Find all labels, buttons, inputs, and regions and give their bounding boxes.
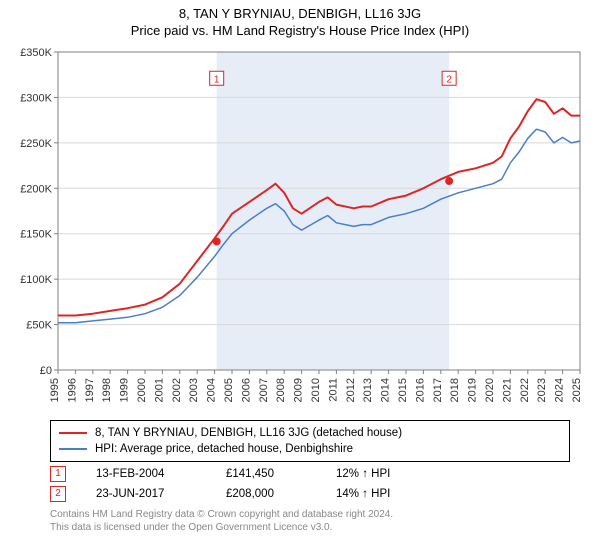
svg-text:1997: 1997 [84,378,96,402]
svg-text:1996: 1996 [66,378,78,402]
svg-text:2017: 2017 [432,378,444,402]
svg-text:2016: 2016 [414,378,426,402]
sale-date: 23-JUN-2017 [96,488,196,500]
footer-line-2: This data is licensed under the Open Gov… [50,521,570,534]
svg-text:£200K: £200K [20,183,52,195]
svg-text:2011: 2011 [327,378,339,402]
footer-note: Contains HM Land Registry data © Crown c… [50,508,570,534]
price-chart: £0 £50K £100K £150K £200K £250K £300K £350K 1995… [10,44,590,414]
legend-label: HPI: Average price, detached house, Denb… [95,441,353,457]
svg-text:£350K: £350K [20,47,52,59]
legend-swatch [59,448,87,450]
svg-text:1995: 1995 [49,378,61,402]
sale-pct: 12% ↑ HPI [336,468,390,480]
svg-text:2012: 2012 [345,378,357,402]
svg-text:2001: 2001 [153,378,165,402]
svg-text:2020: 2020 [484,378,496,402]
legend-item: HPI: Average price, detached house, Denb… [59,441,561,457]
sale-row: 1 13-FEB-2004 £141,450 12% ↑ HPI [50,466,570,482]
svg-text:£300K: £300K [20,92,52,104]
svg-text:2025: 2025 [571,378,583,402]
footer-line-1: Contains HM Land Registry data © Crown c… [50,508,570,521]
svg-text:£150K: £150K [20,229,52,241]
sale-date: 13-FEB-2004 [96,468,196,480]
sale-pct: 14% ↑ HPI [336,488,390,500]
sales-list: 1 13-FEB-2004 £141,450 12% ↑ HPI 2 23-JUN-201… [10,466,590,502]
svg-text:2003: 2003 [188,378,200,402]
svg-text:2015: 2015 [397,378,409,402]
svg-text:£50K: £50K [26,320,52,332]
svg-text:2006: 2006 [240,378,252,402]
legend-label: 8, TAN Y BRYNIAU, DENBIGH, LL16 3JG (det… [95,425,402,441]
svg-text:2000: 2000 [136,378,148,402]
svg-text:2007: 2007 [258,378,270,402]
svg-text:2008: 2008 [275,378,287,402]
sale-row: 2 23-JUN-2017 £208,000 14% ↑ HPI [50,486,570,502]
sale-marker: 2 [50,486,66,502]
sale-price: £208,000 [226,488,306,500]
legend-swatch [59,432,87,434]
legend-item: 8, TAN Y BRYNIAU, DENBIGH, LL16 3JG (det… [59,425,561,441]
svg-text:1998: 1998 [101,378,113,402]
svg-text:2021: 2021 [501,378,513,402]
svg-text:£100K: £100K [20,274,52,286]
page-subtitle: Price paid vs. HM Land Registry's House … [10,23,590,38]
svg-text:2004: 2004 [206,378,218,402]
svg-text:2013: 2013 [362,378,374,402]
page-title: 8, TAN Y BRYNIAU, DENBIGH, LL16 3JG [10,6,590,21]
svg-text:2014: 2014 [380,378,392,402]
svg-text:2009: 2009 [293,378,305,402]
svg-text:2019: 2019 [467,378,479,402]
sale-price: £141,450 [226,468,306,480]
svg-text:2005: 2005 [223,378,235,402]
svg-text:2023: 2023 [536,378,548,402]
svg-text:2010: 2010 [310,378,322,402]
svg-text:2: 2 [446,74,452,85]
svg-text:2002: 2002 [171,378,183,402]
svg-text:2018: 2018 [449,378,461,402]
svg-text:£250K: £250K [20,138,52,150]
sale-marker: 1 [50,466,66,482]
svg-text:£0: £0 [40,365,52,377]
svg-text:1: 1 [214,74,220,85]
svg-text:2024: 2024 [554,378,566,402]
legend: 8, TAN Y BRYNIAU, DENBIGH, LL16 3JG (det… [50,420,570,462]
svg-text:2022: 2022 [519,378,531,402]
svg-text:1999: 1999 [119,378,131,402]
